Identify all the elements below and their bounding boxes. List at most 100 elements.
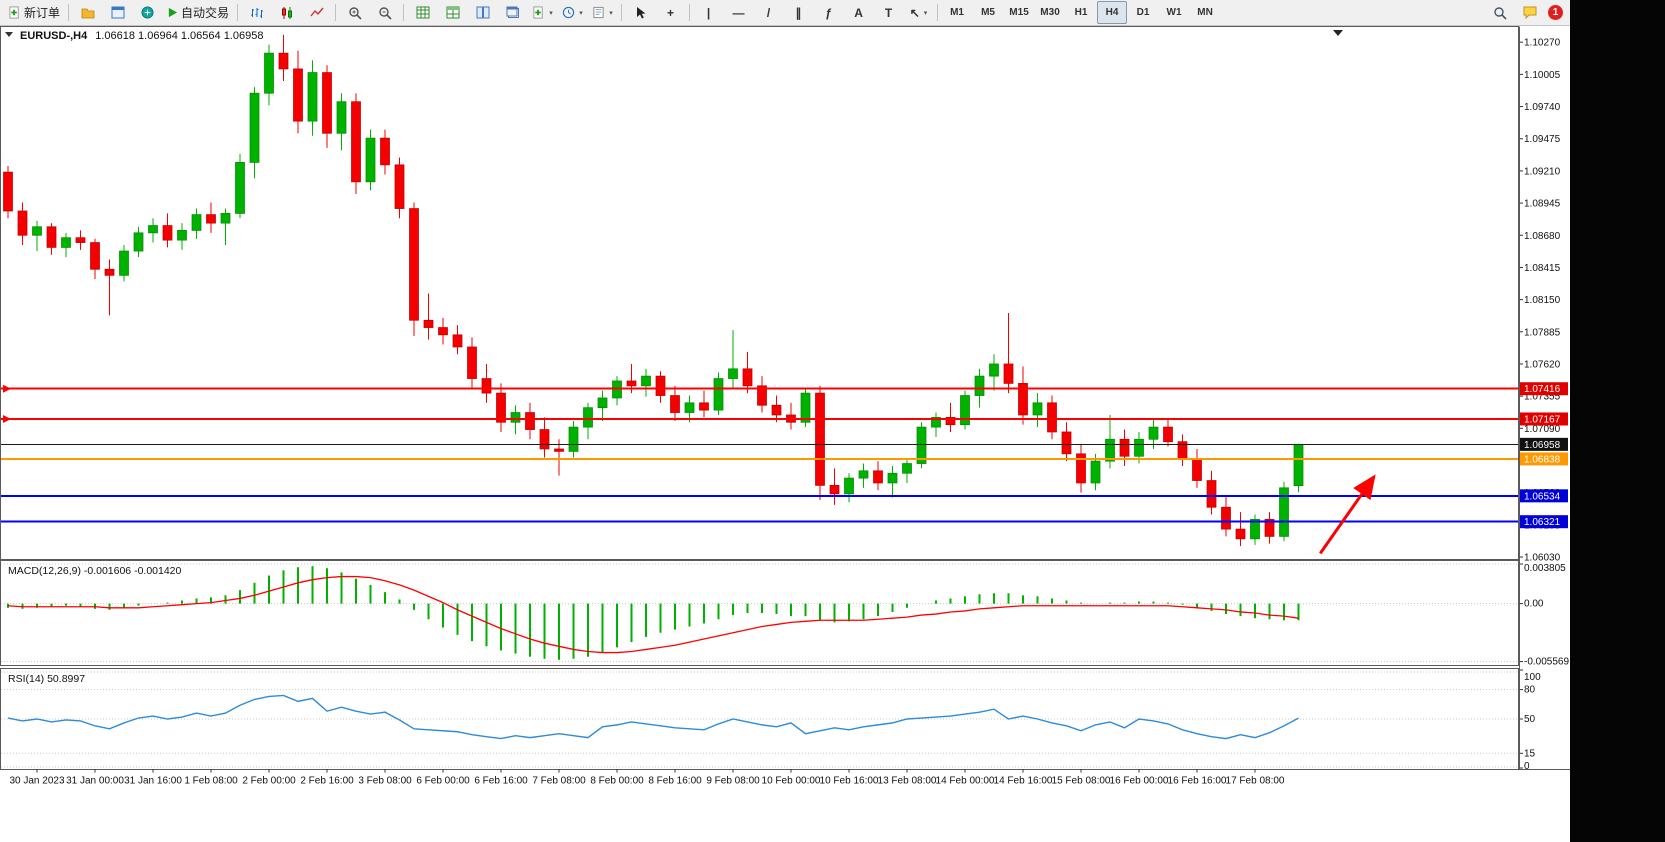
rsi-tick-label: 0 (1524, 761, 1530, 772)
candle (989, 363, 999, 377)
fibonacci-button[interactable]: ƒ (814, 1, 843, 24)
price-tick-label: 1.07620 (1524, 359, 1561, 370)
scroll-to-end-marker[interactable] (1333, 30, 1343, 36)
candle (1264, 519, 1275, 537)
tf-button-m30[interactable]: M30 (1035, 1, 1065, 24)
trend-arrow-annotation[interactable] (1319, 474, 1376, 555)
zoom-out-button[interactable] (370, 1, 399, 24)
add-indicator-button[interactable]: ▾ (528, 1, 557, 24)
candle (554, 448, 564, 452)
cursor-icon (635, 6, 647, 19)
chart-area: 1.10270 1.10005 1.09740 1.09475 1.09210 1.089… (0, 26, 1570, 842)
grid-green2-icon (446, 6, 460, 19)
bar-chart-icon (250, 6, 264, 20)
clock-icon (562, 6, 575, 19)
candle (481, 378, 492, 394)
line-chart-button[interactable] (302, 1, 331, 24)
candle (728, 368, 738, 379)
tf-button-d1[interactable]: D1 (1128, 1, 1158, 24)
price-tick-label: 1.09210 (1524, 166, 1561, 177)
rsi-pane-border (0, 668, 1519, 770)
macd-tick-label: -0.005569 (1524, 657, 1569, 668)
hline-anchor-icon[interactable] (3, 384, 11, 393)
price-tick-label: 1.08150 (1524, 295, 1561, 306)
candlestick-chart-button[interactable] (272, 1, 301, 24)
hline-anchor-icon[interactable] (3, 414, 11, 423)
tf-button-h1[interactable]: H1 (1066, 1, 1096, 24)
tf-button-mn[interactable]: MN (1190, 1, 1220, 24)
tf-button-h4[interactable]: H4 (1097, 1, 1128, 24)
candle (844, 477, 854, 495)
text-label-icon: T (884, 5, 893, 20)
horizontal-line-button[interactable]: — (724, 1, 753, 24)
tf-button-m1[interactable]: M1 (942, 1, 972, 24)
tf-button-w1[interactable]: W1 (1159, 1, 1189, 24)
chart-window: 新订单 自动交易 ▾ ▾ ▾ + | — / ∥ ƒ A T ↖ ▾ M1 M5 M15 M30 H1 H4 D1 W1 MN… (0, 0, 1570, 842)
search-button[interactable] (1485, 1, 1514, 24)
candle (1047, 402, 1057, 433)
one-click-trading-toggle[interactable] (5, 32, 13, 37)
tf-button-mn-label: MN (1197, 7, 1213, 18)
tile-windows-button[interactable] (468, 1, 497, 24)
candle (380, 137, 390, 166)
arrows-button[interactable]: ↖ ▾ (904, 1, 933, 24)
price-chart-canvas[interactable]: 1.10270 1.10005 1.09740 1.09475 1.09210 1.089… (0, 26, 1570, 842)
price-marker-label: 1.06838 (1520, 452, 1568, 466)
candle (858, 470, 869, 479)
time-tick-label: 30 Jan 2023 (9, 776, 64, 787)
price-axis: 1.10270 1.10005 1.09740 1.09475 1.09210 1.089… (1520, 38, 1568, 564)
time-tick-label: 17 Feb 08:00 (1226, 776, 1285, 787)
candle (191, 214, 202, 231)
candle (1032, 402, 1043, 416)
new-chart-button[interactable] (498, 1, 527, 24)
template-icon (592, 6, 605, 19)
profiles-button[interactable] (73, 1, 102, 24)
notification-badge[interactable]: 1 (1548, 5, 1563, 20)
window-icon (506, 6, 520, 19)
candle (1076, 453, 1086, 484)
equidistant-channel-button[interactable]: ∥ (784, 1, 813, 24)
new-order-button[interactable]: 新订单 (4, 1, 64, 24)
trendline-button[interactable]: / (754, 1, 783, 24)
strategy-tester-button[interactable] (133, 1, 162, 24)
macd-signal-line (7, 575, 1299, 654)
price-tick-label: 1.10270 (1524, 38, 1561, 49)
tf-button-m5[interactable]: M5 (973, 1, 1003, 24)
doc-plus-icon (8, 6, 21, 19)
svg-text:1.06838: 1.06838 (1524, 454, 1561, 465)
templates-button[interactable]: ▾ (588, 1, 617, 24)
svg-text:1.06321: 1.06321 (1524, 517, 1561, 528)
tf-button-m15[interactable]: M15 (1004, 1, 1034, 24)
horizontal-lines (1, 384, 1518, 523)
auto-trading-button[interactable]: 自动交易 (163, 1, 233, 24)
candle (423, 319, 434, 328)
cursor-button[interactable] (626, 1, 655, 24)
candle (365, 137, 376, 183)
new-order-button-label: 新订单 (24, 6, 61, 20)
candle (771, 404, 782, 416)
candle (626, 380, 637, 387)
tf-button-h4-label: H4 (1105, 7, 1119, 18)
zoom-in-button[interactable] (340, 1, 369, 24)
candle (206, 214, 216, 224)
bar-chart-button[interactable] (242, 1, 271, 24)
community-button[interactable] (1515, 1, 1544, 24)
candle (235, 162, 245, 214)
candle (17, 210, 28, 236)
price-tick-label: 1.09740 (1524, 102, 1561, 113)
data-window-button[interactable] (103, 1, 132, 24)
time-tick-label: 8 Feb 00:00 (590, 776, 644, 787)
vertical-line-button[interactable]: | (694, 1, 723, 24)
candle (873, 470, 883, 484)
indicators-list-button[interactable] (408, 1, 437, 24)
text-button[interactable]: A (844, 1, 873, 24)
objects-list-button[interactable] (438, 1, 467, 24)
time-tick-label: 8 Feb 16:00 (648, 776, 702, 787)
text-label-button[interactable]: T (874, 1, 903, 24)
toolbar: 新订单 自动交易 ▾ ▾ ▾ + | — / ∥ ƒ A T ↖ ▾ M1 M5 M15 M30 H1 H4 D1 W1 MN… (0, 0, 1570, 26)
price-tick-label: 1.07355 (1524, 392, 1561, 403)
candle (496, 392, 506, 423)
chevron-down-icon: ▾ (609, 9, 613, 17)
periods-button[interactable]: ▾ (558, 1, 587, 24)
crosshair-button[interactable]: + (656, 1, 685, 24)
